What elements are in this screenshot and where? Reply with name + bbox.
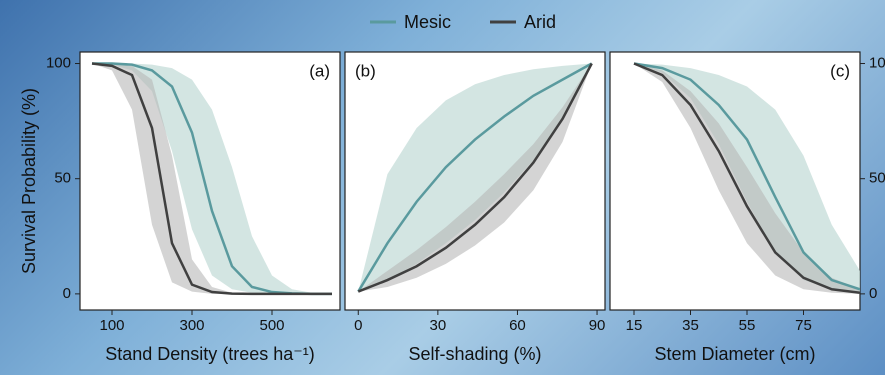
x-tick-label: 0 bbox=[354, 317, 362, 334]
y-tick-label: 50 bbox=[54, 170, 71, 187]
x-axis-label: Stand Density (trees ha⁻¹) bbox=[105, 344, 315, 364]
panel-label: (b) bbox=[355, 61, 376, 80]
x-tick-label: 75 bbox=[795, 317, 812, 334]
legend-label: Arid bbox=[524, 12, 556, 32]
y-tick-label: 0 bbox=[63, 285, 71, 302]
line bbox=[633, 62, 860, 291]
x-axis-label: Self-shading (%) bbox=[408, 344, 541, 364]
line bbox=[633, 62, 860, 294]
x-tick-label: 500 bbox=[259, 317, 284, 334]
confidence-band bbox=[92, 63, 332, 294]
y-tick-label: 100 bbox=[869, 54, 885, 71]
x-tick-label: 90 bbox=[589, 317, 606, 334]
confidence-band bbox=[358, 63, 592, 292]
panel-label: (a) bbox=[309, 61, 330, 80]
x-tick-label: 300 bbox=[179, 317, 204, 334]
y-tick-label: 0 bbox=[869, 285, 877, 302]
panel-label: (c) bbox=[830, 61, 850, 80]
legend-label: Mesic bbox=[404, 12, 451, 32]
x-tick-label: 35 bbox=[682, 317, 699, 334]
y-tick-label: 50 bbox=[869, 170, 885, 187]
line bbox=[91, 62, 332, 296]
x-tick-label: 30 bbox=[430, 317, 447, 334]
x-tick-label: 55 bbox=[739, 317, 756, 334]
x-tick-label: 100 bbox=[99, 317, 124, 334]
y-axis-label: Survival Probability (%) bbox=[19, 88, 39, 274]
line bbox=[357, 62, 593, 293]
confidence-band bbox=[634, 63, 860, 294]
x-tick-label: 60 bbox=[509, 317, 526, 334]
line bbox=[357, 62, 593, 293]
x-axis-label: Stem Diameter (cm) bbox=[654, 344, 815, 364]
y-tick-label: 100 bbox=[46, 54, 71, 71]
confidence-band bbox=[92, 63, 332, 294]
x-tick-label: 15 bbox=[626, 317, 643, 334]
